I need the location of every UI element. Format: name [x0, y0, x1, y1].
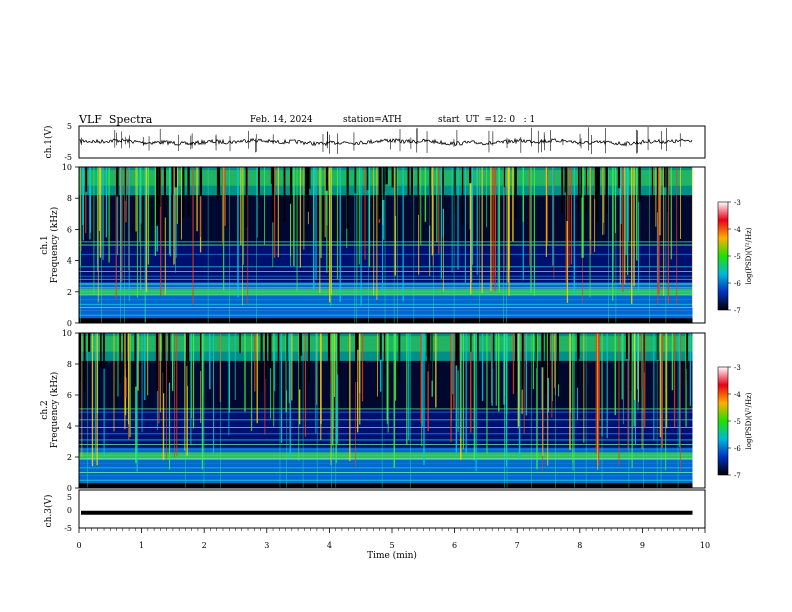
ch1-ytick-5: 5: [67, 122, 72, 131]
frequency-tick-label: 2: [67, 288, 72, 297]
colorbar-tick-label: -5: [734, 253, 741, 261]
spec-green-band: [79, 452, 693, 461]
spec-high-band-bright: [79, 336, 693, 352]
frequency-tick-label: 8: [67, 194, 72, 203]
ch3-ytick-neg5: -5: [64, 524, 72, 533]
time-tick-label: 6: [452, 541, 457, 550]
colorbar-ch2-ticks: -3 -4 -5 -6 -7: [728, 364, 741, 480]
ch3-waveform-panel: 5 0 -5 ch.3(V): [43, 489, 706, 533]
colorbar-ch1-gradient: [717, 201, 729, 311]
ch1-waveform-spikes: [81, 127, 681, 154]
colorbar-ch2-label: log(PSD)(V²/Hz): [745, 392, 753, 449]
ch2-ylabel-frequency: Frequency (kHz): [49, 372, 60, 449]
colorbar-tick-label: -5: [734, 418, 741, 426]
frequency-tick-label: 0: [67, 319, 72, 328]
time-tick-label: 7: [515, 541, 520, 550]
frequency-tick-label: 0: [67, 484, 72, 493]
time-tick-label: 5: [389, 541, 394, 550]
ch1-ylabel-frequency: Frequency (kHz): [49, 207, 60, 284]
colorbar-tick-label: -3: [734, 364, 741, 372]
time-tick-label: 2: [202, 541, 207, 550]
panel-separator: [79, 324, 705, 332]
ch2-spectrogram-frame: [78, 332, 706, 489]
ch3-ylabel: ch.3(V): [43, 495, 54, 528]
start-ut-value: 12: 0 : 1: [492, 115, 536, 125]
ch1-frequency-ticks: 0 2 4 6 8 10: [62, 163, 79, 328]
ch3-waveform-frame: [78, 489, 706, 529]
ch1-ylabel-top: ch.1: [40, 235, 50, 254]
spec-bottom: [79, 318, 693, 323]
colorbar-ch2-gradient: [717, 366, 729, 476]
spec-blank-margin: [692, 167, 705, 323]
time-axis-label: Time (min): [367, 550, 417, 561]
colorbar-tick-label: -7: [734, 307, 741, 315]
time-tick-label: 1: [139, 541, 144, 550]
ch1-spectrogram-panel: 0 2 4 6 8 10 ch.1 Frequency (kHz): [40, 163, 706, 328]
ch1-ytick-neg5: -5: [64, 153, 72, 162]
chart-title: VLF Spectra: [79, 113, 153, 126]
ch2-ylabel-top: ch.2: [40, 400, 50, 419]
frequency-tick-label: 8: [67, 360, 72, 369]
frequency-tick-label: 4: [67, 257, 72, 266]
start-ut-label: start UT =: [438, 115, 493, 125]
colorbar-tick-label: -3: [734, 199, 741, 207]
spec-blank-margin: [692, 333, 705, 488]
ch1-ylabel: ch.1(V): [43, 126, 54, 159]
colorbar-ch1-label: log(PSD)(V²/Hz): [745, 227, 753, 284]
colorbar-tick-label: -4: [734, 226, 741, 234]
ch1-spectrogram: [79, 167, 705, 323]
colorbar-ch1-ticks: -3 -4 -5 -6 -7: [728, 199, 741, 315]
frequency-tick-label: 10: [62, 329, 72, 338]
colorbar-tick-label: -6: [734, 280, 741, 288]
ch2-frequency-ticks: 0 2 4 6 8 10: [62, 329, 79, 493]
station-label: station=ATH: [343, 115, 402, 125]
spec-green-band: [79, 287, 693, 295]
time-tick-label: 0: [76, 541, 81, 550]
frequency-tick-label: 6: [67, 225, 72, 234]
spec-bottom: [79, 483, 693, 488]
time-tick-label: 8: [577, 541, 582, 550]
ch3-ytick-5: 5: [67, 493, 72, 502]
time-axis: 0 1 2 3 4 5 6 7 8 9 10: [76, 528, 710, 550]
ch1-waveform-panel: 5 -5 ch.1(V): [43, 122, 706, 162]
frequency-tick-label: 4: [67, 422, 72, 431]
colorbar-tick-label: -7: [734, 472, 741, 480]
ch3-ytick-0: 0: [67, 506, 72, 515]
time-tick-label: 4: [327, 541, 332, 550]
ch2-spectrogram: [78, 333, 705, 488]
date-label: Feb. 14, 2024: [250, 115, 313, 125]
ch1-spectrogram-frame: [78, 166, 706, 324]
time-tick-label: 10: [700, 541, 710, 550]
time-tick-label: 9: [640, 541, 645, 550]
colorbar-ch2: -3 -4 -5 -6 -7 log(PSD)(V²/Hz): [717, 364, 753, 480]
colorbar-ch1: -3 -4 -5 -6 -7 log(PSD)(V²/Hz): [717, 199, 753, 315]
ch2-spectrogram-panel: 0 2 4 6 8 10 ch.2 Frequency (kHz): [40, 329, 706, 493]
colorbar-tick-label: -4: [734, 391, 741, 399]
ch1-waveform-frame: [78, 125, 706, 159]
frequency-tick-label: 10: [62, 163, 72, 172]
ch1-waveform-line: [79, 137, 693, 147]
frequency-tick-label: 6: [67, 391, 72, 400]
colorbar-tick-label: -6: [734, 445, 741, 453]
frequency-tick-label: 2: [67, 453, 72, 462]
time-tick-label: 3: [264, 541, 269, 550]
